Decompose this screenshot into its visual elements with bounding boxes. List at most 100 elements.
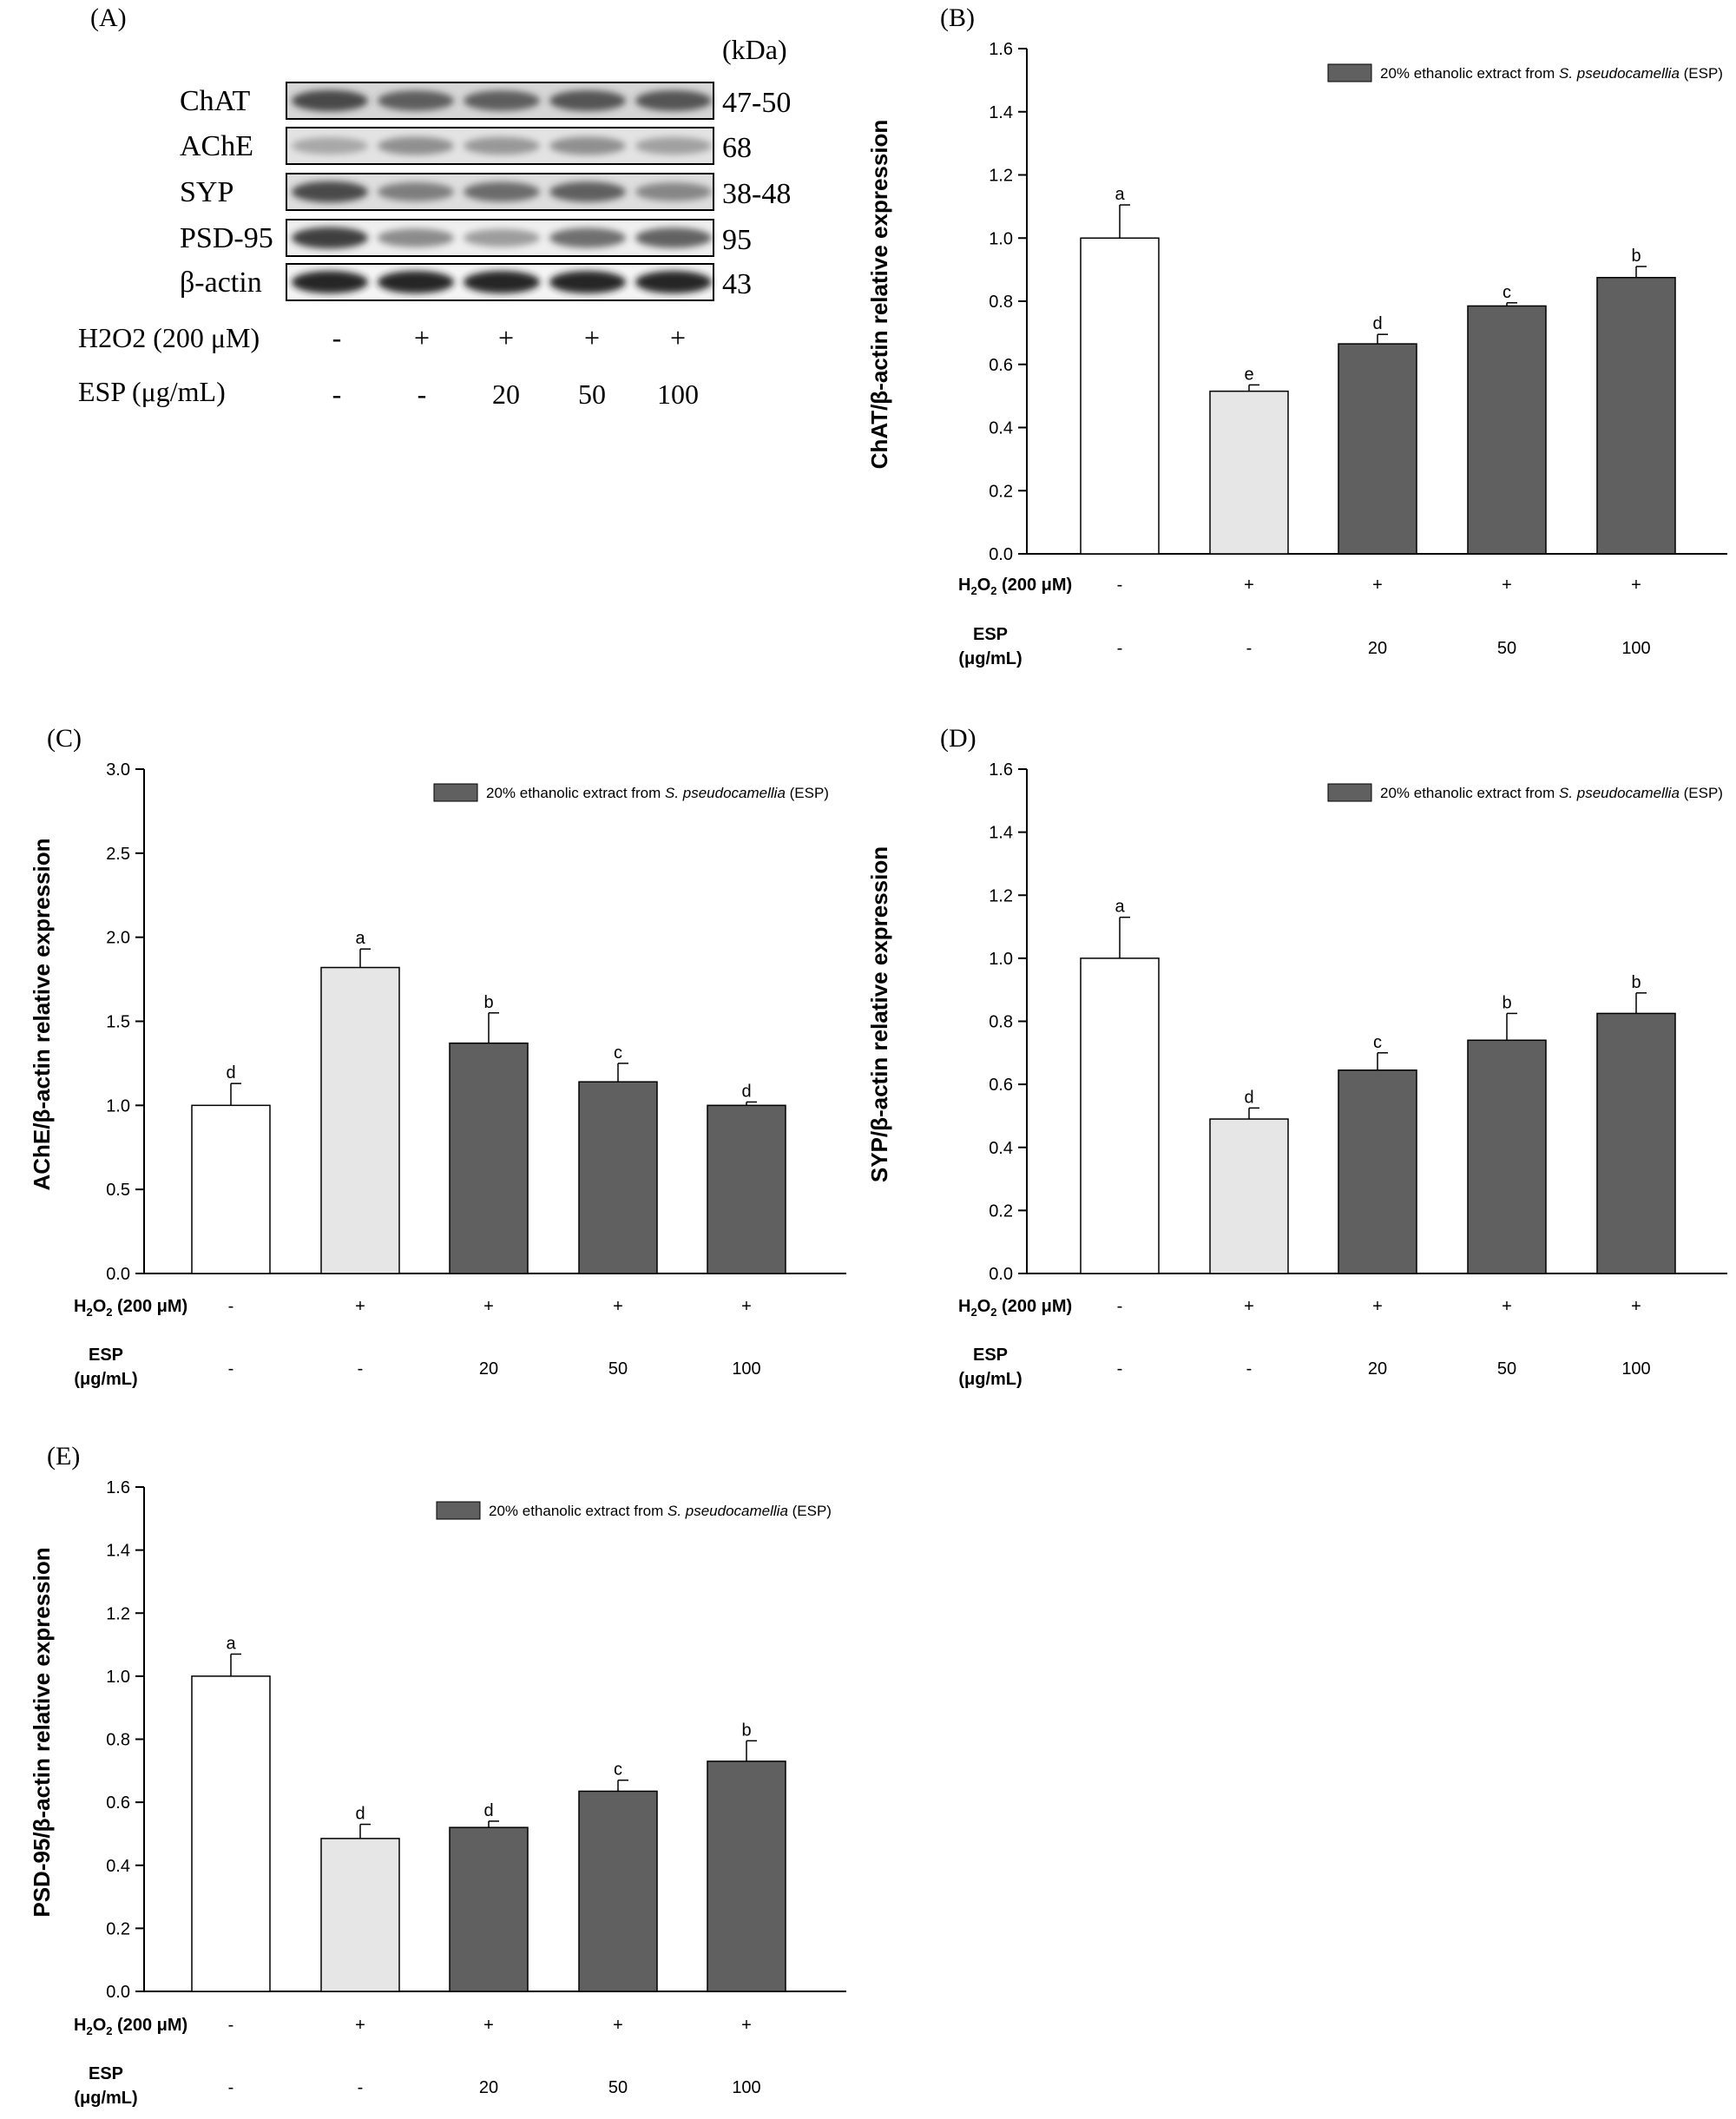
- y-tick-label: 0.2: [989, 482, 1013, 501]
- blot-protein-label: PSD-95: [180, 222, 273, 254]
- bar: [320, 966, 400, 1274]
- h2o2-sub: 2: [970, 584, 976, 597]
- blot-row: β-actin 43: [180, 263, 752, 301]
- chart-e-psd95: (E) 0.0 0.2 0.4 0.6 0.8 1.0 1.2 1.4 1.6 PSD-95/β-a…: [29, 1442, 846, 2108]
- significance-letter: d: [1244, 1088, 1253, 1107]
- esp-value: 50: [1497, 639, 1516, 658]
- h2o2-conc: (200 μM): [996, 576, 1072, 595]
- blot-row: PSD-95 95: [180, 219, 752, 257]
- legend-label: 20% ethanolic extract from S. pseudocame…: [486, 785, 829, 801]
- esp-value: 50: [608, 2078, 628, 2097]
- h2o2-value: +: [741, 2016, 752, 2035]
- blot-band: [292, 227, 368, 249]
- legend-label: 20% ethanolic extract from S. pseudocame…: [489, 1503, 832, 1519]
- y-tick-label: 1.0: [106, 1668, 130, 1687]
- significance-letter: b: [1631, 973, 1641, 992]
- bar: [578, 1081, 658, 1274]
- blot-band: [549, 271, 626, 293]
- legend-species: S. pseudocamellia: [665, 785, 786, 801]
- panel-label: (B): [940, 3, 975, 32]
- legend-swatch: [1327, 63, 1372, 82]
- bar: [191, 1675, 271, 1992]
- h2o2-value: +: [1372, 1297, 1383, 1316]
- esp-value: -: [1246, 1359, 1253, 1379]
- esp-value: -: [358, 2078, 364, 2097]
- esp-row-label: ESP: [89, 1346, 123, 1365]
- blot-esp-value: 50: [578, 378, 606, 410]
- h2o2-o: O: [93, 2016, 107, 2035]
- esp-value: 20: [479, 1359, 498, 1379]
- esp-value: 100: [1621, 1359, 1650, 1379]
- blot-protein-label: AChE: [180, 130, 253, 162]
- esp-value: 100: [732, 1359, 760, 1379]
- significance-letter: c: [614, 1760, 622, 1780]
- legend-suffix: (ESP): [1680, 65, 1723, 82]
- y-tick-label: 1.6: [106, 1478, 130, 1497]
- blot-protein-label: SYP: [180, 176, 233, 208]
- legend-label: 20% ethanolic extract from S. pseudocame…: [1380, 785, 1723, 801]
- h2o2-row-label: H2O2 (200 μM): [74, 1297, 187, 1319]
- blot-esp-value: -: [332, 378, 342, 410]
- y-tick-label: 0.8: [989, 293, 1013, 312]
- h2o2-value: +: [613, 1297, 623, 1316]
- h2o2-value: +: [1372, 576, 1383, 595]
- blot-treatment-values: - + + + + - - 20 50 100: [332, 322, 699, 410]
- blot-rows: ChAT 47-50 AChE 68 SYP 38-48 PSD-95 95 β-actin 43: [180, 82, 791, 301]
- significance-letter: a: [1115, 898, 1125, 917]
- esp-value: 50: [608, 1359, 628, 1379]
- h2o2-value: +: [1631, 1297, 1641, 1316]
- y-tick-label: 1.4: [106, 1542, 130, 1561]
- blot-band: [635, 90, 712, 111]
- esp-row-unit: (μg/mL): [74, 1370, 137, 1389]
- esp-value: -: [228, 1359, 234, 1379]
- bar: [1467, 1039, 1547, 1274]
- blot-band: [292, 271, 368, 293]
- h2o2-value: +: [741, 1297, 752, 1316]
- h2o2-value: +: [1502, 1297, 1512, 1316]
- legend-suffix: (ESP): [1680, 785, 1723, 801]
- bar: [1338, 343, 1417, 555]
- blot-esp-label: ESP (μg/mL): [78, 376, 226, 407]
- esp-value: 20: [1368, 639, 1387, 658]
- blot-band: [292, 137, 368, 155]
- y-tick-label: 1.6: [989, 40, 1013, 59]
- bar: [1080, 957, 1160, 1274]
- esp-value: -: [1246, 639, 1253, 658]
- blot-band: [549, 136, 626, 155]
- h2o2-value: -: [1117, 1297, 1123, 1316]
- h2o2-value: +: [613, 2016, 623, 2035]
- significance-letter: b: [483, 993, 493, 1012]
- blot-band: [635, 182, 712, 201]
- esp-value: 50: [1497, 1359, 1516, 1379]
- esp-row-label: ESP: [973, 625, 1008, 644]
- blot-row: AChE 68: [180, 127, 752, 165]
- bar: [320, 1838, 400, 1992]
- esp-row-unit: (μg/mL): [958, 1370, 1022, 1389]
- h2o2-row-label: H2O2 (200 μM): [958, 1297, 1072, 1319]
- h2o2-sub: 2: [990, 584, 996, 597]
- panel-label: (C): [47, 724, 82, 753]
- h2o2-sub: 2: [106, 1306, 112, 1319]
- chart-b-chat: (B) 0.0 0.2 0.4 0.6 0.8 1.0 1.2 1.4 1.6 ChAT/β-act…: [866, 3, 1727, 668]
- significance-letter: b: [1502, 993, 1511, 1012]
- blot-esp-value: 100: [657, 378, 699, 410]
- blot-kda-value: 68: [722, 132, 752, 164]
- y-tick-label: 2.0: [106, 929, 130, 948]
- legend-species: S. pseudocamellia: [1559, 65, 1680, 82]
- blot-band: [292, 181, 368, 203]
- y-tick-label: 0.6: [989, 356, 1013, 375]
- y-tick-label: 0.8: [989, 1013, 1013, 1032]
- y-tick-label: 0.0: [106, 1983, 130, 2002]
- h2o2-sub: 2: [86, 2024, 92, 2037]
- legend-swatch: [1327, 783, 1372, 802]
- blot-protein-label: β-actin: [180, 267, 262, 299]
- h2o2-value: +: [1244, 576, 1254, 595]
- legend-prefix: 20% ethanolic extract from: [1380, 785, 1559, 801]
- blot-kda-value: 95: [722, 224, 752, 256]
- y-tick-label: 0.4: [989, 1139, 1013, 1158]
- y-tick-label: 1.2: [106, 1604, 130, 1623]
- blot-band: [378, 182, 454, 201]
- y-tick-label: 0.4: [989, 419, 1013, 438]
- y-axis-label: PSD-95/β-actin relative expression: [29, 1547, 55, 1917]
- blot-band: [464, 136, 540, 155]
